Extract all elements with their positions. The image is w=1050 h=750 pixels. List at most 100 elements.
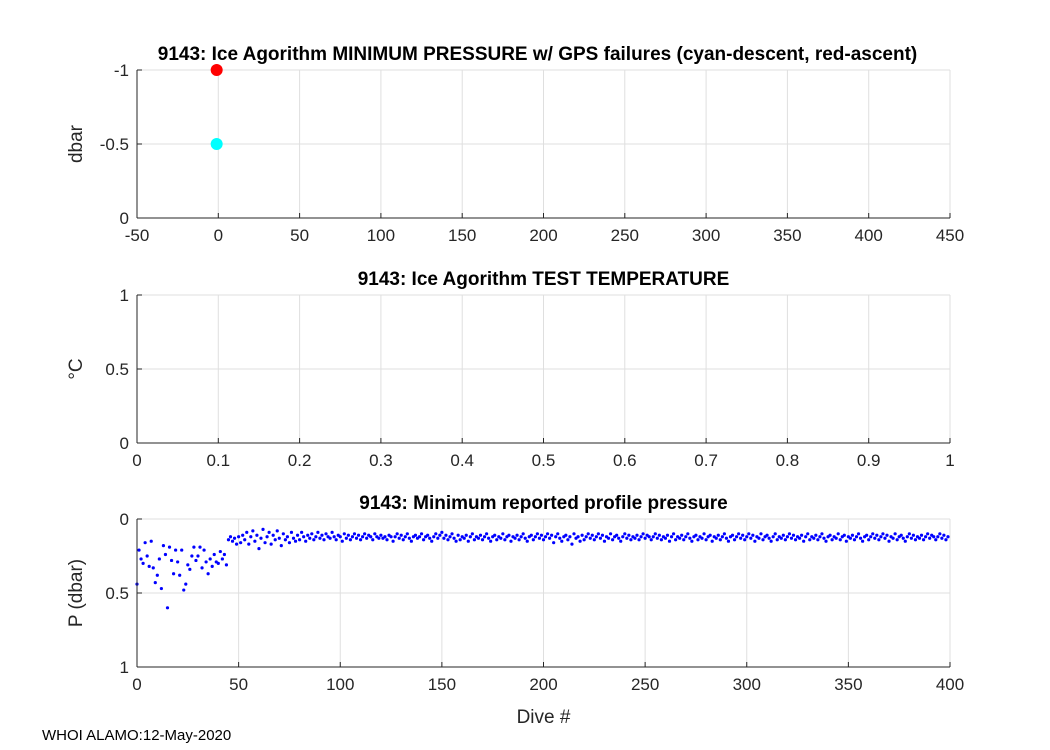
panel-3-point — [468, 535, 472, 539]
panel-3-point — [279, 544, 283, 548]
panel-3-point — [480, 538, 485, 542]
panel-3-point — [702, 532, 706, 536]
panel-3-point — [200, 566, 204, 570]
panel-3-point — [489, 539, 493, 543]
panel-3-point — [519, 535, 523, 539]
panel-3-point — [547, 536, 552, 540]
panel-3-point — [883, 536, 887, 540]
panel-3-point — [208, 557, 212, 561]
panel-3-point — [436, 536, 440, 540]
panel-3-point — [180, 548, 184, 552]
panel-3-point — [407, 536, 411, 540]
panel-3-point — [541, 538, 546, 542]
panel-3-point — [560, 539, 564, 543]
panel-3-x-axis-label: Dive # — [517, 707, 571, 728]
panel-3-point — [338, 535, 342, 539]
panel-3-point — [850, 533, 855, 537]
panel-3-point — [218, 549, 222, 554]
panel-3-point — [625, 536, 629, 540]
panel-3-point — [783, 538, 787, 542]
panel-3-point — [432, 535, 436, 539]
panel-3-point — [241, 533, 245, 537]
panel-3-point — [501, 532, 505, 536]
panel-3-point — [476, 536, 481, 540]
panel-3-point — [222, 552, 226, 557]
panel-3-point — [251, 529, 255, 533]
panel-3-point — [804, 535, 808, 539]
panel-3-point — [216, 561, 220, 566]
panel-3-point — [334, 538, 338, 542]
panel-2-y-tick-label: 0.5 — [105, 360, 129, 379]
panel-3-point — [293, 539, 298, 543]
panel-3-point — [188, 567, 192, 571]
panel-3-point — [891, 536, 895, 540]
panel-3-point — [865, 533, 869, 537]
panel-3-point — [696, 538, 700, 542]
panel-3-point — [174, 548, 178, 552]
panel-3-point — [761, 538, 765, 542]
panel-1-x-tick-label: 100 — [367, 226, 395, 245]
panel-3-point — [852, 538, 857, 542]
panel-3-point — [592, 538, 596, 542]
panel-3-point — [224, 563, 229, 567]
panel-3-point — [629, 538, 633, 542]
panel-3-point — [137, 548, 141, 552]
panel-3-point — [564, 533, 568, 537]
panel-3-point — [531, 538, 535, 542]
panel-3-point — [600, 533, 605, 537]
panel-3-point — [913, 538, 918, 542]
panel-2-x-tick-label: 1 — [945, 451, 954, 470]
panel-3-point — [165, 606, 170, 610]
panel-3-point — [769, 539, 773, 543]
panel-3-point — [340, 539, 344, 543]
panel-3-point — [243, 538, 247, 542]
panel-3-point — [905, 535, 909, 539]
panel-3-point — [858, 536, 863, 540]
panel-3-point — [239, 541, 243, 545]
panel-3-point — [789, 536, 794, 540]
panel-3-point — [836, 532, 840, 536]
panel-3-point — [379, 533, 383, 537]
panel-3-point — [259, 536, 263, 540]
panel-2-x-tick-label: 0 — [132, 451, 141, 470]
panel-3-point — [202, 548, 206, 552]
panel-3-point — [212, 552, 216, 557]
panel-3-point — [434, 532, 438, 536]
panel-3-point — [171, 572, 176, 576]
panel-3-point — [147, 564, 151, 568]
panel-3-point — [730, 533, 735, 537]
panel-3-point — [395, 532, 399, 536]
panel-3-point — [310, 532, 314, 536]
panel-3-point — [936, 535, 940, 539]
panel-3-point — [671, 532, 676, 536]
panel-1-title: 9143: Ice Agorithm MINIMUM PRESSURE w/ G… — [158, 44, 918, 65]
panel-3-point — [834, 536, 838, 540]
panel-2-y-axis-label: °C — [66, 358, 87, 379]
panel-3-point — [816, 538, 820, 542]
panel-3-point — [401, 538, 405, 542]
panel-3-point — [454, 539, 458, 543]
panel-3-point — [503, 538, 507, 542]
panel-1-x-tick-label: 0 — [214, 226, 223, 245]
panel-3-point — [861, 539, 865, 543]
panel-3-x-tick-label: 250 — [631, 675, 659, 694]
panel-3-point — [940, 536, 944, 540]
panel-3-point — [871, 532, 875, 536]
panel-3-point — [570, 542, 574, 546]
panel-3-point — [176, 560, 180, 564]
panel-3-point — [484, 532, 489, 536]
panel-3-point — [373, 532, 377, 536]
panel-2-x-tick-label: 0.1 — [206, 451, 230, 470]
panel-3-point — [944, 538, 948, 542]
panel-3-point — [594, 535, 598, 539]
panel-3-point — [879, 535, 883, 539]
panel-3-point — [478, 533, 483, 537]
panel-1-x-tick-label: 300 — [692, 226, 720, 245]
panel-3-point — [442, 536, 446, 540]
panel-3-point — [271, 533, 275, 537]
panel-3-point — [466, 539, 470, 543]
panel-3-point — [814, 533, 818, 537]
panel-3-point — [287, 541, 292, 545]
panel-3-point — [806, 532, 810, 536]
panel-3-point — [639, 535, 643, 539]
